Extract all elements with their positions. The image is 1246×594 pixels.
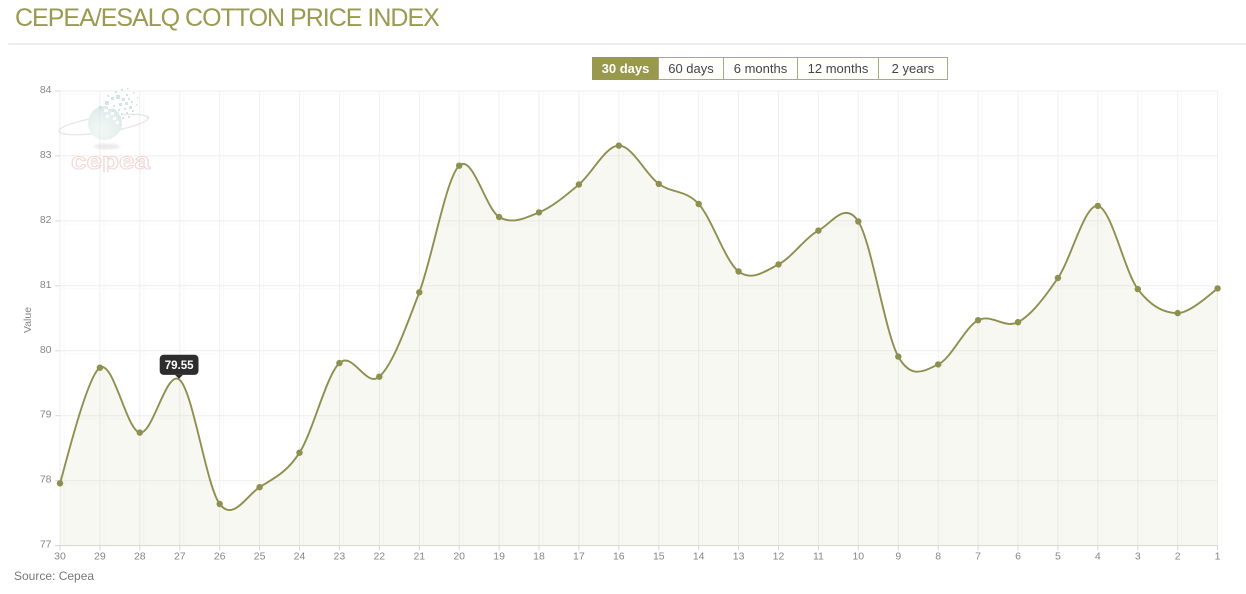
svg-text:27: 27 [174, 551, 186, 563]
svg-text:14: 14 [693, 551, 705, 563]
svg-text:3: 3 [1135, 551, 1141, 563]
svg-text:84: 84 [40, 84, 52, 96]
svg-text:78: 78 [40, 474, 52, 486]
svg-text:22: 22 [373, 551, 385, 563]
svg-text:12: 12 [773, 551, 785, 563]
svg-text:77: 77 [40, 539, 52, 551]
svg-text:79: 79 [40, 409, 52, 421]
svg-text:Value: Value [22, 307, 34, 333]
svg-text:81: 81 [40, 279, 52, 291]
svg-text:82: 82 [40, 214, 52, 226]
svg-text:80: 80 [40, 344, 52, 356]
svg-text:83: 83 [40, 149, 52, 161]
svg-text:15: 15 [653, 551, 665, 563]
svg-text:10: 10 [852, 551, 864, 563]
svg-text:6: 6 [1015, 551, 1021, 563]
svg-text:24: 24 [294, 551, 306, 563]
svg-text:25: 25 [254, 551, 266, 563]
svg-text:4: 4 [1095, 551, 1101, 563]
svg-text:11: 11 [813, 551, 824, 563]
svg-text:79.55: 79.55 [165, 360, 194, 372]
svg-text:cepea: cepea [71, 148, 150, 174]
svg-text:18: 18 [533, 551, 545, 563]
svg-text:23: 23 [334, 551, 346, 563]
svg-text:21: 21 [413, 551, 425, 563]
svg-text:5: 5 [1055, 551, 1061, 563]
svg-text:9: 9 [895, 551, 901, 563]
svg-text:16: 16 [613, 551, 625, 563]
svg-text:1: 1 [1215, 551, 1221, 563]
svg-text:13: 13 [733, 551, 745, 563]
svg-text:2: 2 [1175, 551, 1181, 563]
svg-text:8: 8 [935, 551, 941, 563]
svg-text:19: 19 [493, 551, 505, 563]
svg-text:29: 29 [94, 551, 106, 563]
svg-text:20: 20 [453, 551, 465, 563]
svg-text:28: 28 [134, 551, 146, 563]
svg-text:26: 26 [214, 551, 226, 563]
svg-text:17: 17 [573, 551, 585, 563]
svg-text:7: 7 [975, 551, 981, 563]
svg-text:30: 30 [54, 551, 66, 563]
